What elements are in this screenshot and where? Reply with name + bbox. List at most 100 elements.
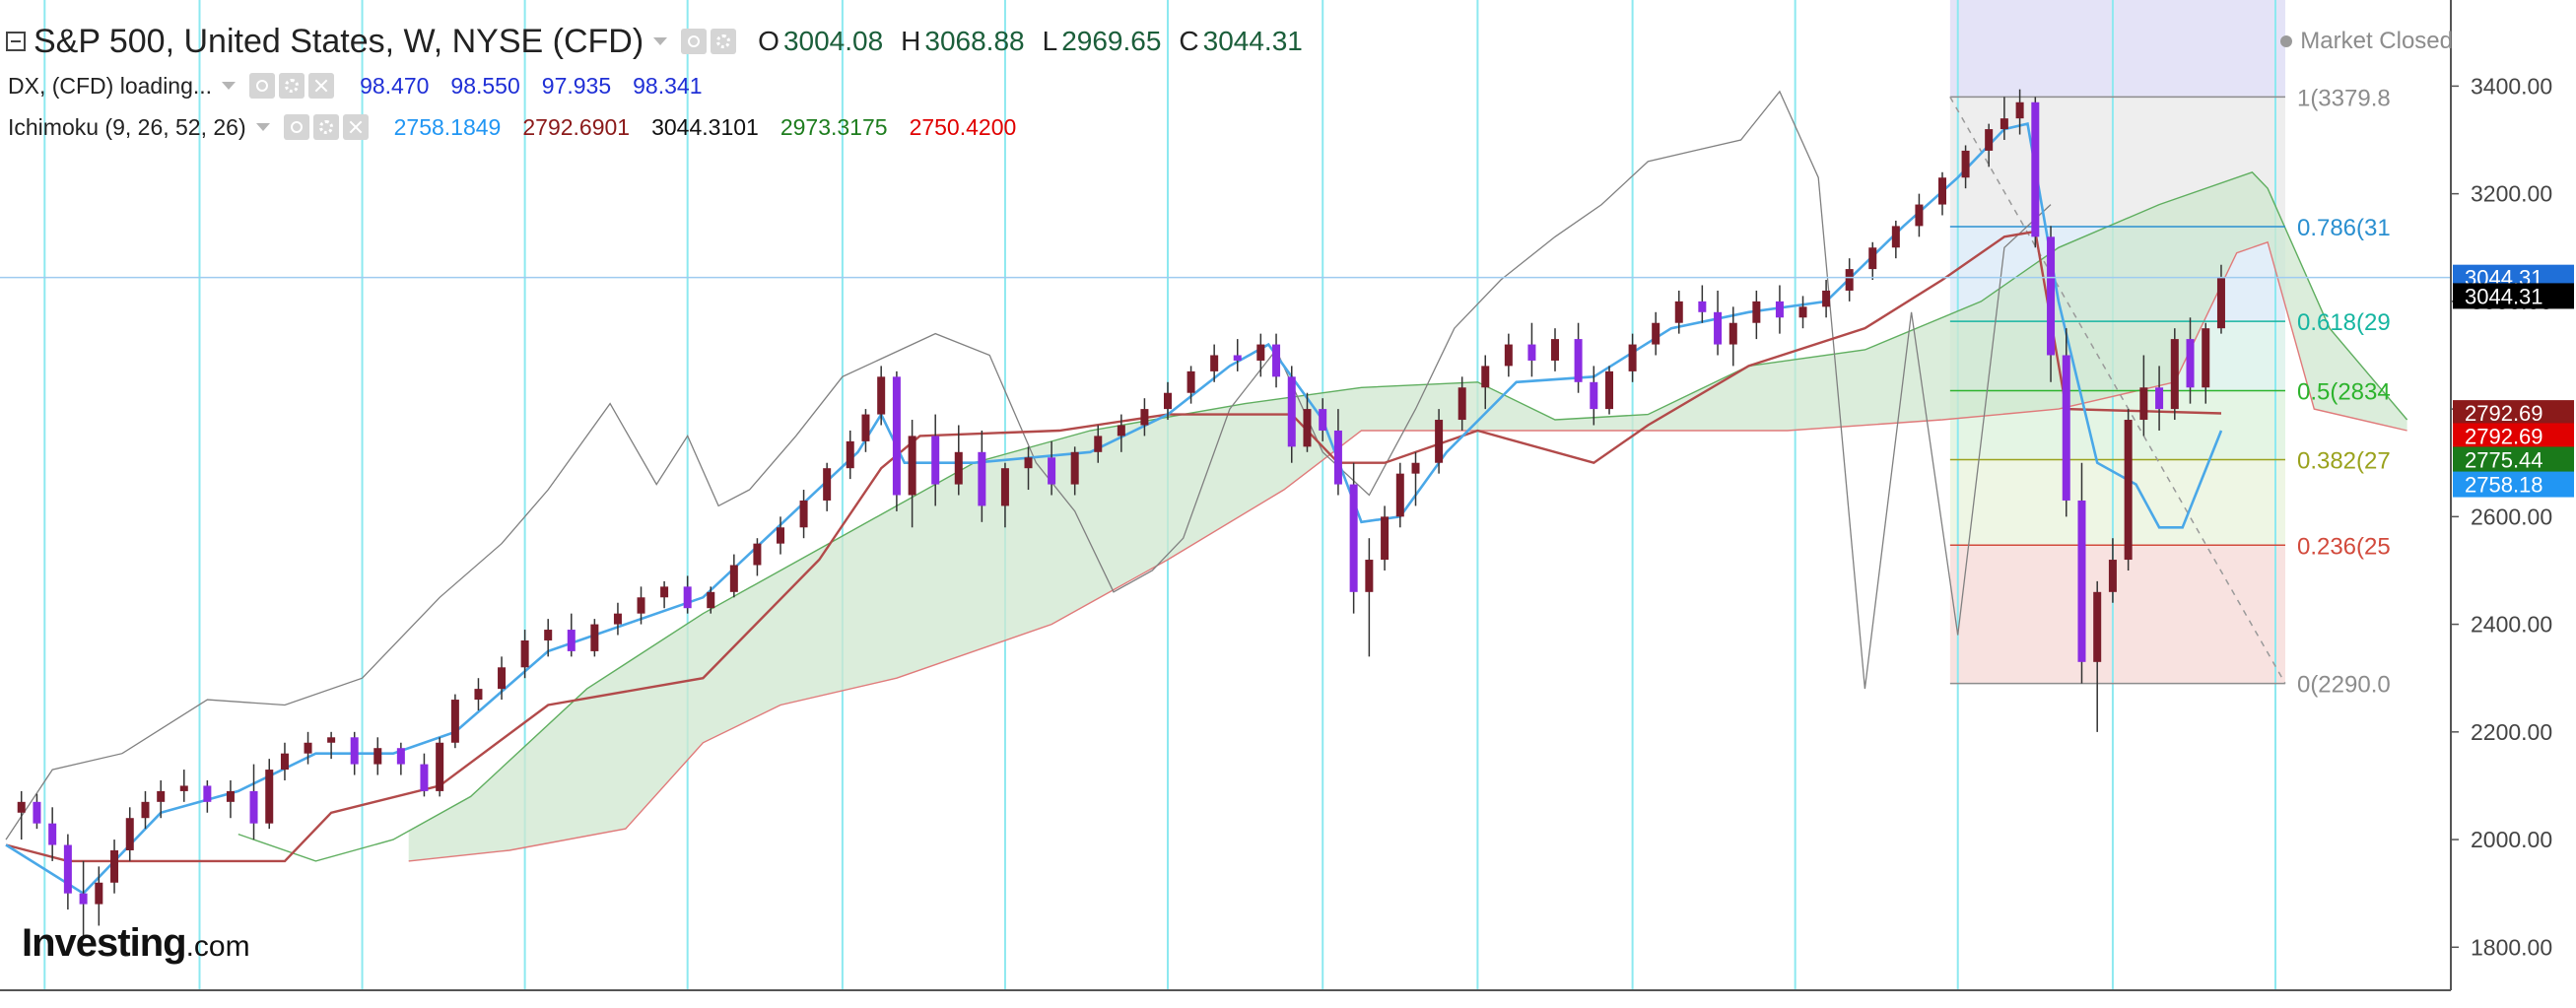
candle-body	[2015, 101, 2024, 119]
symbol-title[interactable]: S&P 500, United States, W, NYSE (CFD)	[34, 22, 644, 60]
dx-indicator-label[interactable]: DX, (CFD) loading...	[8, 72, 213, 99]
candle-body	[2170, 339, 2179, 410]
candle-body	[2077, 500, 2086, 662]
price-axis-background	[2451, 0, 2576, 1003]
candle-body	[203, 785, 212, 802]
candle-body	[450, 700, 459, 743]
price-tick-label: 3200.00	[2471, 181, 2552, 207]
price-tag-label: 2758.18	[2465, 473, 2543, 498]
candle-body	[2108, 560, 2117, 592]
fib-level-label: 0(2290.0	[2297, 672, 2391, 699]
candle-body	[1775, 301, 1784, 318]
price-tag	[2453, 283, 2574, 309]
candle-body	[683, 586, 692, 609]
candle-body	[436, 742, 444, 791]
dx-gear-icon[interactable]	[279, 73, 305, 99]
candle-body	[1272, 344, 1281, 377]
candle-body	[396, 748, 405, 765]
candle-body	[1070, 451, 1079, 485]
fib-level-label: 1(3379.8	[2297, 85, 2391, 111]
price-tag	[2453, 471, 2574, 498]
candle-body	[1164, 392, 1172, 410]
candle-body	[1000, 468, 1009, 506]
candle-body	[63, 844, 72, 894]
fib-level-label: 0.786(31	[2297, 215, 2391, 241]
candle-body	[520, 639, 529, 668]
price-tag-label: 2792.69	[2465, 401, 2543, 426]
ohlc-low-key: L	[1042, 26, 1058, 56]
legend-dx-row: DX, (CFD) loading... 98.470 98.550 97.93…	[0, 69, 703, 102]
candle-body	[125, 818, 134, 850]
candle-body	[1349, 484, 1358, 592]
candle-body	[823, 468, 832, 501]
ichimoku-value: 2750.4200	[909, 113, 1017, 140]
candle-body	[2155, 387, 2164, 410]
candle-body	[1590, 381, 1598, 410]
candle-body	[1140, 409, 1149, 426]
ohlc-high-value: 3068.88	[924, 26, 1025, 56]
ichimoku-value: 2758.1849	[393, 113, 502, 140]
candle-body	[1186, 370, 1195, 393]
ichimoku-value: 2973.3175	[780, 113, 888, 140]
ohlc-open-value: 3004.08	[782, 26, 884, 56]
candle-body	[226, 790, 235, 802]
candle-body	[2062, 355, 2070, 501]
candle-body	[265, 770, 274, 824]
candle-body	[1527, 344, 1536, 361]
collapse-legend-button[interactable]	[6, 32, 26, 51]
candle-body	[2093, 591, 2102, 662]
candle-body	[613, 613, 622, 625]
ohlc-close-key: C	[1179, 26, 1199, 56]
candle-body	[498, 667, 507, 690]
candle-body	[1411, 462, 1420, 474]
market-status-text: Market Closed	[2300, 28, 2453, 54]
candle-body	[2031, 101, 2040, 237]
candle-body	[350, 737, 359, 765]
candle-body	[79, 893, 88, 905]
candle-body	[861, 414, 870, 441]
fib-level-label: 0.382(27	[2297, 447, 2391, 474]
ichimoku-close-icon[interactable]	[342, 114, 369, 140]
candle-body	[931, 436, 940, 485]
price-tag-label: 3044.31	[2465, 284, 2543, 308]
ichimoku-gear-icon[interactable]	[312, 114, 339, 140]
logo-main-text: Investing	[22, 921, 187, 965]
candle-body	[1915, 204, 1924, 227]
candle-body	[544, 630, 553, 640]
candle-body	[1457, 387, 1466, 421]
investing-logo: Investing .com	[22, 921, 250, 966]
symbol-menu-chevron-icon[interactable]	[653, 37, 668, 45]
ichimoku-menu-chevron-icon[interactable]	[255, 123, 270, 131]
candle-body	[304, 742, 312, 754]
candle-body	[1435, 420, 1444, 463]
candle-body	[2139, 387, 2148, 421]
candle-body	[1381, 516, 1390, 561]
dx-close-icon[interactable]	[308, 73, 335, 99]
candle-body	[1798, 306, 1807, 318]
candle-body	[1048, 457, 1056, 485]
candle-body	[1574, 339, 1583, 382]
candle-body	[1652, 322, 1661, 345]
price-tag	[2453, 446, 2574, 473]
senkou-span-a-line	[237, 170, 2408, 862]
gear-icon[interactable]	[711, 29, 737, 54]
candle-body	[1698, 301, 1707, 312]
ohlc-close-value: 3044.31	[1202, 26, 1303, 56]
candle-body	[1333, 430, 1342, 485]
dx-eye-icon[interactable]	[249, 73, 276, 99]
ichimoku-eye-icon[interactable]	[283, 114, 309, 140]
dx-value: 98.470	[360, 72, 430, 99]
candle-body	[474, 689, 483, 701]
eye-icon[interactable]	[681, 29, 708, 54]
ichimoku-indicator-label[interactable]: Ichimoku (9, 26, 52, 26)	[8, 113, 246, 140]
ichimoku-value: 2792.6901	[522, 113, 631, 140]
candle-body	[877, 376, 886, 415]
candle-body	[1714, 311, 1723, 345]
candle-body	[1319, 409, 1327, 431]
ichimoku-value: 3044.3101	[651, 113, 759, 140]
candle-body	[1504, 344, 1513, 367]
dx-menu-chevron-icon[interactable]	[222, 82, 237, 90]
